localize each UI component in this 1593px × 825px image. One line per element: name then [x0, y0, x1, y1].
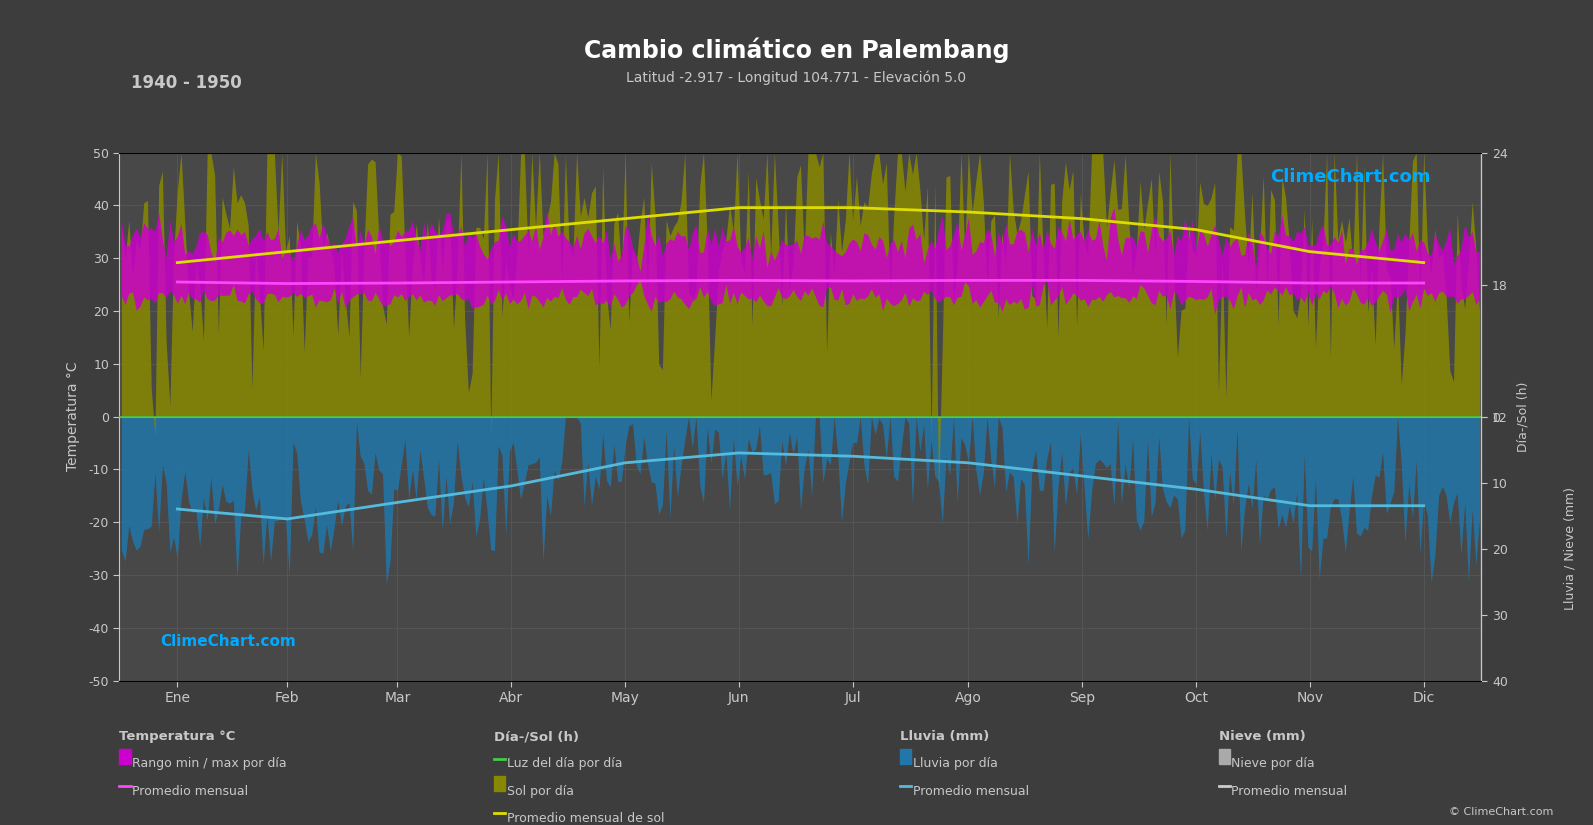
Text: Promedio mensual: Promedio mensual	[1231, 785, 1348, 798]
Text: Día-/Sol (h): Día-/Sol (h)	[494, 730, 578, 743]
Text: Promedio mensual: Promedio mensual	[913, 785, 1029, 798]
Text: Nieve por día: Nieve por día	[1231, 757, 1314, 771]
Y-axis label: Día-/Sol (h): Día-/Sol (h)	[1517, 381, 1529, 452]
Y-axis label: Temperatura °C: Temperatura °C	[67, 362, 80, 471]
Text: Promedio mensual: Promedio mensual	[132, 785, 249, 798]
Text: Promedio mensual de sol: Promedio mensual de sol	[507, 812, 664, 825]
Text: Nieve (mm): Nieve (mm)	[1219, 730, 1305, 743]
Text: © ClimeChart.com: © ClimeChart.com	[1448, 807, 1553, 817]
Text: Lluvia (mm): Lluvia (mm)	[900, 730, 989, 743]
Text: ClimeChart.com: ClimeChart.com	[1270, 168, 1431, 186]
Text: Lluvia por día: Lluvia por día	[913, 757, 997, 771]
Text: Sol por día: Sol por día	[507, 785, 573, 798]
Text: Rango min / max por día: Rango min / max por día	[132, 757, 287, 771]
Text: ClimeChart.com: ClimeChart.com	[161, 634, 296, 649]
Text: Temperatura °C: Temperatura °C	[119, 730, 236, 743]
Text: 1940 - 1950: 1940 - 1950	[131, 74, 242, 92]
Text: Lluvia / Nieve (mm): Lluvia / Nieve (mm)	[1563, 487, 1577, 610]
Text: Latitud -2.917 - Longitud 104.771 - Elevación 5.0: Latitud -2.917 - Longitud 104.771 - Elev…	[626, 70, 967, 85]
Text: Luz del día por día: Luz del día por día	[507, 757, 623, 771]
Text: Cambio climático en Palembang: Cambio climático en Palembang	[583, 37, 1010, 63]
